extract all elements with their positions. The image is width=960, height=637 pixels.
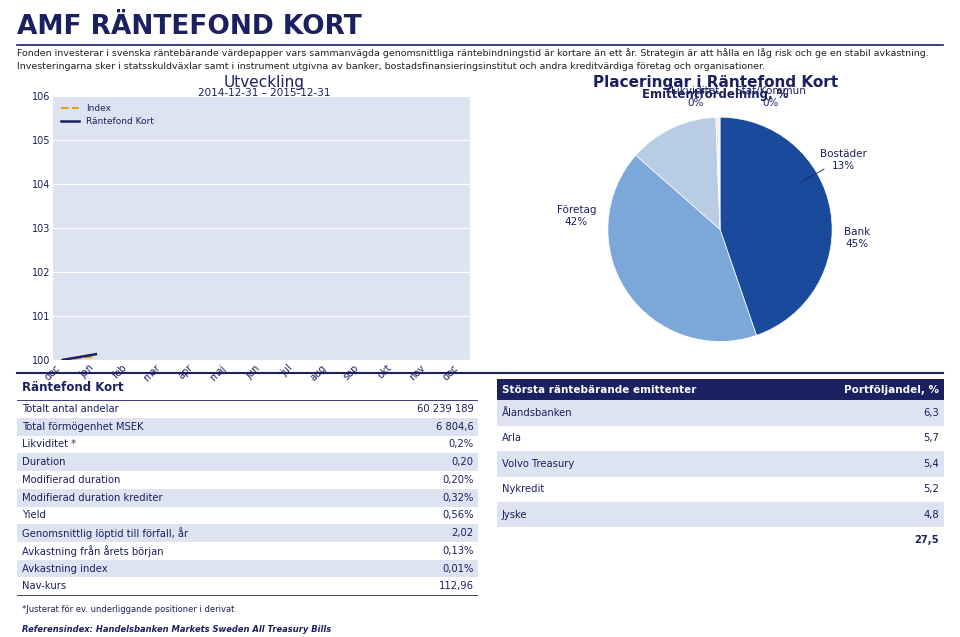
- Wedge shape: [636, 117, 720, 229]
- Text: 2,02: 2,02: [451, 528, 473, 538]
- Bar: [17, 471, 478, 489]
- Bar: [17, 560, 478, 577]
- Text: 5,4: 5,4: [924, 459, 939, 469]
- Text: Fonden investerar i svenska räntebärande värdepapper vars sammanvägda genomsnitt: Fonden investerar i svenska räntebärande…: [17, 48, 929, 59]
- Text: Stat/Kommun
0%: Stat/Kommun 0%: [735, 86, 805, 108]
- Text: 0,13%: 0,13%: [443, 546, 473, 556]
- Text: 0,56%: 0,56%: [442, 510, 473, 520]
- Text: Emittentfördelning, %: Emittentfördelning, %: [642, 88, 788, 101]
- Text: Yield: Yield: [22, 510, 46, 520]
- Text: 27,5: 27,5: [915, 535, 939, 545]
- Bar: [17, 506, 478, 524]
- Bar: [17, 524, 478, 542]
- Text: AMF RÄNTEFOND KORT: AMF RÄNTEFOND KORT: [17, 14, 362, 40]
- Text: Duration: Duration: [22, 457, 65, 467]
- Text: Totalt antal andelar: Totalt antal andelar: [22, 404, 119, 414]
- Wedge shape: [720, 117, 832, 335]
- Text: Företag
42%: Företag 42%: [557, 205, 596, 227]
- Bar: [17, 454, 478, 471]
- Wedge shape: [718, 117, 720, 229]
- Text: Största räntebärande emittenter: Största räntebärande emittenter: [502, 385, 696, 394]
- Bar: [17, 400, 478, 418]
- Bar: [497, 426, 944, 451]
- Bar: [17, 436, 478, 454]
- Bar: [17, 577, 478, 595]
- Text: 0,20%: 0,20%: [443, 475, 473, 485]
- Text: Arla: Arla: [502, 433, 521, 443]
- Text: Likviditet *: Likviditet *: [22, 440, 76, 450]
- Text: Genomsnittlig löptid till förfall, år: Genomsnittlig löptid till förfall, år: [22, 527, 188, 539]
- Wedge shape: [716, 117, 720, 229]
- Legend: Index, Räntefond Kort: Index, Räntefond Kort: [58, 100, 157, 130]
- Text: 5,2: 5,2: [924, 484, 939, 494]
- Text: Likviditet
0%: Likviditet 0%: [671, 86, 719, 108]
- Text: 0,2%: 0,2%: [448, 440, 473, 450]
- Text: 4,8: 4,8: [924, 510, 939, 520]
- Bar: [17, 542, 478, 560]
- Text: Utveckling: Utveckling: [224, 75, 304, 90]
- Text: 112,96: 112,96: [439, 582, 473, 591]
- Bar: [497, 502, 944, 527]
- Text: Portföljandel, %: Portföljandel, %: [844, 385, 939, 394]
- Text: 0,01%: 0,01%: [443, 564, 473, 573]
- Text: Bank
45%: Bank 45%: [844, 227, 870, 249]
- Text: Investeringarna sker i statsskuldväxlar samt i instrument utgivna av banker, bos: Investeringarna sker i statsskuldväxlar …: [17, 62, 765, 71]
- Text: Modifierad duration: Modifierad duration: [22, 475, 120, 485]
- Text: Avkastning från årets början: Avkastning från årets början: [22, 545, 163, 557]
- Text: Bostäder
13%: Bostäder 13%: [820, 149, 867, 171]
- Bar: [497, 379, 944, 400]
- Text: Total förmögenhet MSEK: Total förmögenhet MSEK: [22, 422, 143, 432]
- Text: 2014-12-31 – 2015-12-31: 2014-12-31 – 2015-12-31: [198, 88, 330, 98]
- Bar: [17, 489, 478, 506]
- Text: 5,7: 5,7: [924, 433, 939, 443]
- Bar: [497, 400, 944, 426]
- Text: Referensindex: Handelsbanken Markets Sweden All Treasury Bills: Referensindex: Handelsbanken Markets Swe…: [22, 625, 331, 634]
- Bar: [497, 451, 944, 476]
- Text: Nykredit: Nykredit: [502, 484, 544, 494]
- Text: *Justerat för ev. underliggande positioner i derivat: *Justerat för ev. underliggande position…: [22, 605, 234, 614]
- Text: 60 239 189: 60 239 189: [417, 404, 473, 414]
- Text: Jyske: Jyske: [502, 510, 527, 520]
- Text: Volvo Treasury: Volvo Treasury: [502, 459, 574, 469]
- Text: Placeringar i Räntefond Kort: Placeringar i Räntefond Kort: [592, 75, 838, 90]
- Text: 0,32%: 0,32%: [443, 492, 473, 503]
- Text: Räntefond Kort: Räntefond Kort: [22, 382, 124, 394]
- Text: Modifierad duration krediter: Modifierad duration krediter: [22, 492, 162, 503]
- Wedge shape: [608, 155, 756, 341]
- Bar: [497, 527, 944, 553]
- Text: Nav-kurs: Nav-kurs: [22, 582, 66, 591]
- Text: 6,3: 6,3: [924, 408, 939, 418]
- Text: Avkastning index: Avkastning index: [22, 564, 108, 573]
- Bar: [497, 476, 944, 502]
- Bar: [17, 418, 478, 436]
- Text: Ålandsbanken: Ålandsbanken: [502, 408, 572, 418]
- Text: 6 804,6: 6 804,6: [436, 422, 473, 432]
- Text: 0,20: 0,20: [451, 457, 473, 467]
